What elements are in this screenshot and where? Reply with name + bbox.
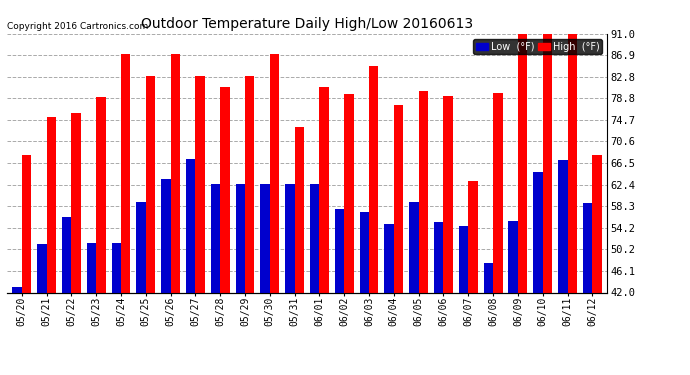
Bar (235, 184, 245, 292)
Bar (270, 54, 279, 292)
Bar (260, 184, 270, 292)
Bar (533, 172, 543, 292)
Bar (444, 96, 453, 292)
Bar (195, 76, 205, 292)
Bar (295, 127, 304, 292)
Bar (12, 287, 22, 292)
Bar (22, 155, 31, 292)
Bar (87, 243, 96, 292)
Bar (285, 184, 295, 292)
Bar (493, 93, 502, 292)
Bar (245, 76, 255, 292)
Text: Copyright 2016 Cartronics.com: Copyright 2016 Cartronics.com (7, 22, 148, 31)
Bar (310, 184, 319, 292)
Bar (359, 212, 369, 292)
Bar (47, 117, 56, 292)
Bar (369, 66, 379, 292)
Bar (319, 87, 329, 292)
Bar (469, 181, 477, 292)
Bar (170, 54, 180, 292)
Bar (344, 94, 354, 292)
Bar (394, 105, 403, 292)
Bar (96, 97, 106, 292)
Bar (112, 243, 121, 292)
Bar (567, 34, 577, 292)
Bar (518, 34, 527, 292)
Bar (37, 244, 47, 292)
Bar (592, 155, 602, 292)
Bar (186, 159, 195, 292)
Bar (121, 54, 130, 292)
Bar (211, 184, 220, 292)
Bar (62, 217, 71, 292)
Bar (137, 202, 146, 292)
Bar (558, 160, 567, 292)
Bar (509, 220, 518, 292)
Bar (459, 226, 469, 292)
Title: Outdoor Temperature Daily High/Low 20160613: Outdoor Temperature Daily High/Low 20160… (141, 17, 473, 31)
Bar (543, 34, 552, 292)
Bar (384, 224, 394, 292)
Bar (419, 91, 428, 292)
Bar (409, 202, 419, 292)
Bar (335, 209, 344, 292)
Bar (146, 76, 155, 292)
Bar (484, 264, 493, 292)
Bar (220, 87, 230, 292)
Bar (434, 222, 444, 292)
Legend: Low  (°F), High  (°F): Low (°F), High (°F) (473, 39, 602, 54)
Bar (583, 203, 592, 292)
Bar (161, 179, 170, 292)
Bar (71, 114, 81, 292)
